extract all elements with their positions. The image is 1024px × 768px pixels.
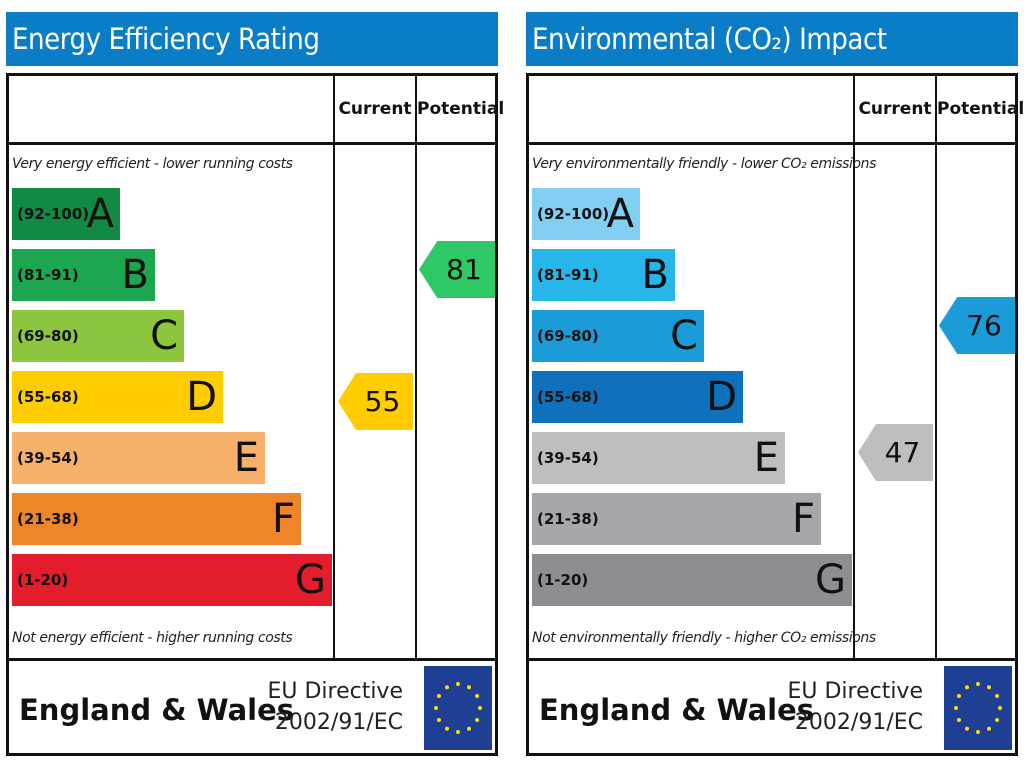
potential-value: 81 xyxy=(446,253,482,286)
band-letter: F xyxy=(271,496,295,542)
band-range: (81-91) xyxy=(537,266,599,284)
divider xyxy=(9,658,495,661)
current-value: 55 xyxy=(364,385,401,418)
band-letter: G xyxy=(815,557,846,603)
band-range: (39-54) xyxy=(17,449,79,467)
band-letter: E xyxy=(233,435,259,481)
directive-line: EU Directive xyxy=(267,679,403,704)
band-range: (55-68) xyxy=(17,388,79,406)
band-f: (21-38) F xyxy=(12,493,301,545)
band-e: (39-54) E xyxy=(532,432,785,484)
band-g: (1-20) G xyxy=(12,554,332,606)
band-range: (81-91) xyxy=(17,266,79,284)
band-letter: B xyxy=(121,252,149,298)
band-letter: B xyxy=(641,252,669,298)
rating-table: Current Potential Very energy efficient … xyxy=(6,73,505,756)
potential-value: 76 xyxy=(966,309,1002,342)
band-range: (92-100) xyxy=(537,205,610,223)
rating-table: Current Potential Very environmentally f… xyxy=(526,73,1024,756)
band-a: (92-100) A xyxy=(12,188,120,240)
potential-header: Potential xyxy=(417,99,505,119)
band-letter: C xyxy=(150,313,178,359)
current-rating-arrow: 55 xyxy=(338,373,413,430)
current-header: Current xyxy=(858,99,932,119)
divider xyxy=(529,142,1015,145)
band-letter: D xyxy=(186,374,217,420)
band-c: (69-80) C xyxy=(12,310,184,362)
region-label: England & Wales xyxy=(539,693,815,727)
divider xyxy=(935,76,937,660)
band-letter: E xyxy=(753,435,779,481)
divider xyxy=(9,142,495,145)
current-header: Current xyxy=(338,99,412,119)
eu-flag-icon xyxy=(424,666,492,750)
region-label: England & Wales xyxy=(19,693,295,727)
band-range: (92-100) xyxy=(17,205,90,223)
title-text: Energy Efficiency Rating xyxy=(12,22,320,56)
band-b: (81-91) B xyxy=(532,249,675,301)
band-range: (55-68) xyxy=(537,388,599,406)
directive-code: 2002/91/EC xyxy=(274,710,403,735)
potential-rating-arrow: 76 xyxy=(939,297,1015,354)
eu-flag-icon xyxy=(944,666,1012,750)
top-note: Very energy efficient - lower running co… xyxy=(12,156,293,172)
band-range: (69-80) xyxy=(537,327,599,345)
title-text: Environmental (CO₂) Impact Rating xyxy=(532,22,887,110)
band-d: (55-68) D xyxy=(532,371,743,423)
panel-title: Environmental (CO₂) Impact Rating xyxy=(526,12,1018,110)
band-letter: A xyxy=(606,191,634,237)
bottom-note: Not environmentally friendly - higher CO… xyxy=(532,630,876,646)
environmental-impact-panel: Environmental (CO₂) Impact Rating Curren… xyxy=(526,0,1024,768)
band-letter: G xyxy=(295,557,326,603)
top-note: Very environmentally friendly - lower CO… xyxy=(532,156,877,172)
divider xyxy=(853,76,855,660)
band-range: (21-38) xyxy=(537,510,599,528)
band-e: (39-54) E xyxy=(12,432,265,484)
band-letter: C xyxy=(670,313,698,359)
band-a: (92-100) A xyxy=(532,188,640,240)
band-range: (39-54) xyxy=(537,449,599,467)
bottom-note: Not energy efficient - higher running co… xyxy=(12,630,293,646)
energy-efficiency-panel: Energy Efficiency Rating Current Potenti… xyxy=(6,0,505,768)
band-letter: A xyxy=(86,191,114,237)
band-d: (55-68) D xyxy=(12,371,223,423)
band-letter: F xyxy=(791,496,815,542)
band-range: (1-20) xyxy=(17,571,69,589)
divider xyxy=(333,76,335,660)
band-c: (69-80) C xyxy=(532,310,704,362)
band-letter: D xyxy=(706,374,737,420)
divider xyxy=(415,76,417,660)
band-g: (1-20) G xyxy=(532,554,852,606)
band-range: (1-20) xyxy=(537,571,589,589)
potential-header: Potential xyxy=(937,99,1024,119)
eu-directive: EU Directive 2002/91/EC xyxy=(787,676,923,738)
current-rating-arrow: 47 xyxy=(858,424,933,481)
band-f: (21-38) F xyxy=(532,493,821,545)
band-b: (81-91) B xyxy=(12,249,155,301)
eu-directive: EU Directive 2002/91/EC xyxy=(267,676,403,738)
panel-title: Energy Efficiency Rating xyxy=(6,12,498,66)
directive-code: 2002/91/EC xyxy=(794,710,923,735)
band-range: (69-80) xyxy=(17,327,79,345)
current-value: 47 xyxy=(884,436,921,469)
directive-line: EU Directive xyxy=(787,679,923,704)
potential-rating-arrow: 81 xyxy=(419,241,495,298)
band-range: (21-38) xyxy=(17,510,79,528)
divider xyxy=(529,658,1015,661)
